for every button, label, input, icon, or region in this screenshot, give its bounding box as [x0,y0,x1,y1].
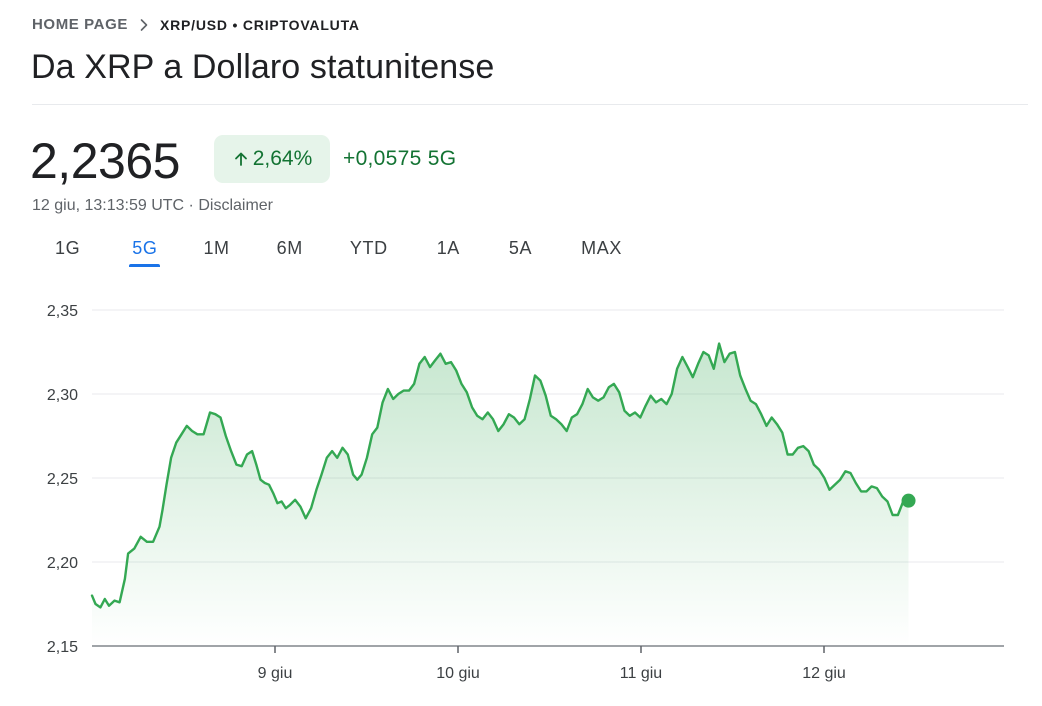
x-tick-label: 10 giu [436,665,480,682]
price-line [90,342,910,609]
x-tick-label: 9 giu [258,665,293,682]
tab-1a[interactable]: 1A [436,238,460,258]
timestamp-separator: · [188,197,194,214]
price-chart[interactable]: 2,35 2,30 2,25 2,20 2,15 9 giu 10 giu 11 giu 12 … [0,280,1042,706]
percent-change-value: 2,64% [252,147,313,170]
tab-5g[interactable]: 5G [129,232,161,267]
page-title: Da XRP a Dollaro statunitense [31,48,495,86]
percent-change-badge: 2,64% [214,135,330,183]
absolute-change: +0,0575 5G [343,147,456,171]
price-area-fill [92,343,909,646]
title-divider [32,104,1028,105]
absolute-change-value: +0,0575 [343,147,422,170]
disclaimer-link[interactable]: Disclaimer [198,197,273,214]
tab-5a[interactable]: 5A [508,238,533,258]
y-tick-label: 2,25 [47,471,78,488]
quote-timestamp: 12 giu, 13:13:59 UTC · Disclaimer [32,197,273,215]
chevron-right-icon [136,17,152,33]
y-tick-label: 2,15 [47,639,78,656]
tab-max[interactable]: MAX [581,238,622,258]
timestamp-text: 12 giu, 13:13:59 UTC [32,197,185,214]
current-price: 2,2365 [30,133,180,189]
x-tick-label: 11 giu [620,665,662,682]
tab-ytd[interactable]: YTD [349,238,388,258]
arrow-up-icon [232,150,250,168]
change-period: 5G [427,147,457,170]
y-tick-label: 2,20 [47,555,78,572]
y-tick-label: 2,30 [47,387,78,404]
range-tabs: 1G 5G 1M 6M YTD 1A 5A MAX [32,232,622,272]
x-tick-label: 12 giu [802,665,846,682]
breadcrumb-home-link[interactable]: HOME PAGE [32,16,128,33]
tab-6m[interactable]: 6M [276,238,303,258]
y-tick-label: 2,35 [47,303,78,320]
tab-1g[interactable]: 1G [55,238,81,258]
breadcrumb-current: XRP/USD • CRIPTOVALUTA [159,16,360,33]
breadcrumb: HOME PAGE XRP/USD • CRIPTOVALUTA [32,16,360,33]
current-price-marker [901,493,916,508]
tab-1m[interactable]: 1M [203,238,230,258]
